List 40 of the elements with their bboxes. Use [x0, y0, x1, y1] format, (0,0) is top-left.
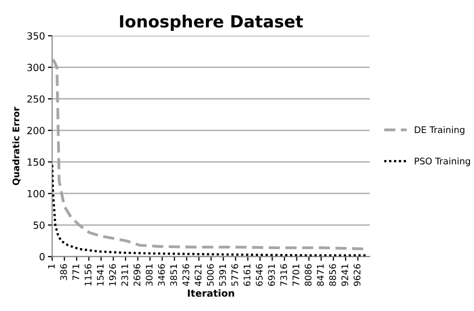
legend-label: PSO Training [414, 157, 470, 166]
x-tick-label: 771 [72, 264, 80, 280]
x-tick-label: 6161 [244, 264, 250, 286]
x-tick-label: 5776 [231, 264, 238, 286]
y-tick-label: 50 [34, 222, 45, 229]
x-tick-label: 4621 [194, 264, 202, 286]
x-tick-label: 4236 [182, 264, 190, 286]
x-tick-label: 8471 [316, 264, 324, 286]
y-axis-title: Quadratic Error [12, 106, 21, 186]
x-tick-label: 1 [48, 264, 55, 268]
line-series [52, 164, 368, 256]
x-tick-label: 2696 [134, 264, 140, 286]
y-tick-label: 100 [28, 190, 45, 198]
x-tick-label: 1156 [84, 264, 92, 286]
x-tick-label: 1541 [96, 264, 104, 286]
x-tick-label: 386 [60, 264, 68, 280]
y-tick-label: 300 [27, 64, 45, 72]
x-tick-label: 5006 [206, 264, 214, 286]
legend-label: DE Training [414, 126, 464, 135]
x-tick-label: 7701 [292, 264, 300, 286]
x-tick-label: 6546 [256, 264, 263, 286]
x-tick-label: 2311 [121, 264, 128, 286]
x-tick-label: 1926 [109, 264, 116, 286]
y-tick-label: 0 [40, 253, 45, 260]
y-tick-label: 250 [27, 95, 45, 103]
x-tick-label: 3081 [146, 264, 153, 286]
x-tick-label: 7316 [280, 264, 288, 286]
y-tick-label: 350 [27, 32, 45, 40]
x-tick-label: 9241 [341, 264, 348, 286]
x-axis-title: Iteration [188, 289, 234, 297]
x-tick-label: 8856 [329, 264, 336, 286]
x-tick-label: 9626 [354, 264, 360, 286]
x-tick-label: 3466 [158, 264, 165, 286]
y-tick-label: 150 [28, 158, 45, 166]
y-tick-label: 200 [27, 126, 45, 134]
x-tick-label: 8086 [304, 264, 312, 286]
chart-title: Ionosphere Dataset [120, 14, 303, 31]
x-tick-label: 5391 [219, 264, 226, 286]
x-tick-label: 3851 [170, 264, 178, 286]
x-tick-label: 6931 [268, 264, 275, 286]
